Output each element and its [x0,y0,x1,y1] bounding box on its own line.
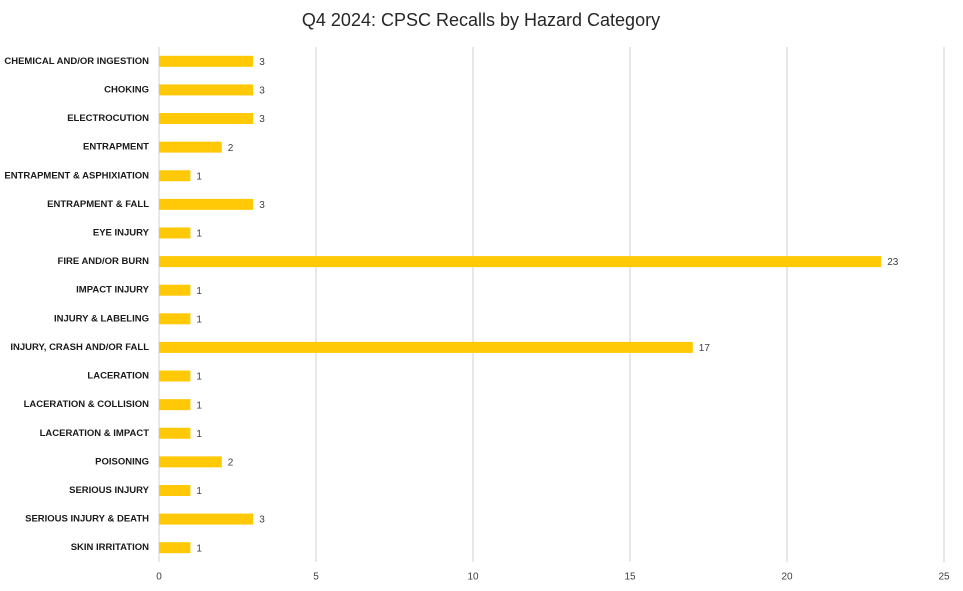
value-label: 2 [228,458,234,469]
bar [159,55,254,67]
bar [159,370,191,382]
bar [159,170,191,182]
y-tick-label: CHOKING [104,84,149,95]
x-tick-label: 25 [938,572,950,583]
value-label: 3 [259,515,265,526]
value-label: 1 [196,372,202,383]
y-tick-label: ENTRAPMENT [83,142,149,153]
value-label: 3 [259,57,265,68]
value-label: 1 [196,171,202,182]
y-tick-label: INJURY & LABELING [54,313,149,324]
y-tick-label: INJURY, CRASH AND/OR FALL [10,342,149,353]
y-tick-label: FIRE AND/OR BURN [58,256,150,267]
value-label: 1 [196,429,202,440]
bar [159,284,191,296]
bar [159,198,254,210]
value-label: 3 [259,114,265,125]
y-tick-label: LACERATION & IMPACT [40,428,150,439]
chart-title: Q4 2024: CPSC Recalls by Hazard Category [302,10,660,30]
y-tick-label: ENTRAPMENT & ASPHIXIATION [4,170,149,181]
value-label: 1 [196,400,202,411]
value-label: 1 [196,314,202,325]
bar [159,84,254,96]
x-tick-label: 5 [313,572,319,583]
bar [159,313,191,325]
y-tick-label: SKIN IRRITATION [71,542,149,553]
y-tick-label: ELECTROCUTION [67,113,149,124]
value-label: 17 [699,343,711,354]
bar [159,227,191,239]
bar [159,256,882,268]
value-label: 1 [196,229,202,240]
y-tick-label: CHEMICAL AND/OR INGESTION [4,56,149,67]
bar [159,141,222,153]
y-tick-label: SERIOUS INJURY & DEATH [25,514,149,525]
y-tick-label: IMPACT INJURY [76,285,150,296]
value-label: 1 [196,486,202,497]
value-label: 23 [887,257,899,268]
bar [159,113,254,125]
value-label: 1 [196,286,202,297]
bar [159,341,693,353]
y-tick-label: LACERATION & COLLISION [24,399,150,410]
bar [159,399,191,411]
bar [159,513,254,525]
y-tick-label: LACERATION [87,371,149,382]
y-tick-label: SERIOUS INJURY [69,485,150,496]
x-tick-label: 0 [156,572,162,583]
x-tick-label: 10 [467,572,479,583]
y-tick-label: POISONING [95,456,149,467]
bar [159,456,222,468]
value-label: 1 [196,543,202,554]
value-label: 2 [228,143,234,154]
value-label: 3 [259,200,265,211]
x-tick-label: 20 [781,572,793,583]
y-tick-label: EYE INJURY [93,227,150,238]
bar [159,484,191,496]
bar [159,427,191,439]
value-label: 3 [259,86,265,97]
bar [159,542,191,554]
x-tick-label: 15 [624,572,636,583]
y-tick-label: ENTRAPMENT & FALL [47,199,149,210]
